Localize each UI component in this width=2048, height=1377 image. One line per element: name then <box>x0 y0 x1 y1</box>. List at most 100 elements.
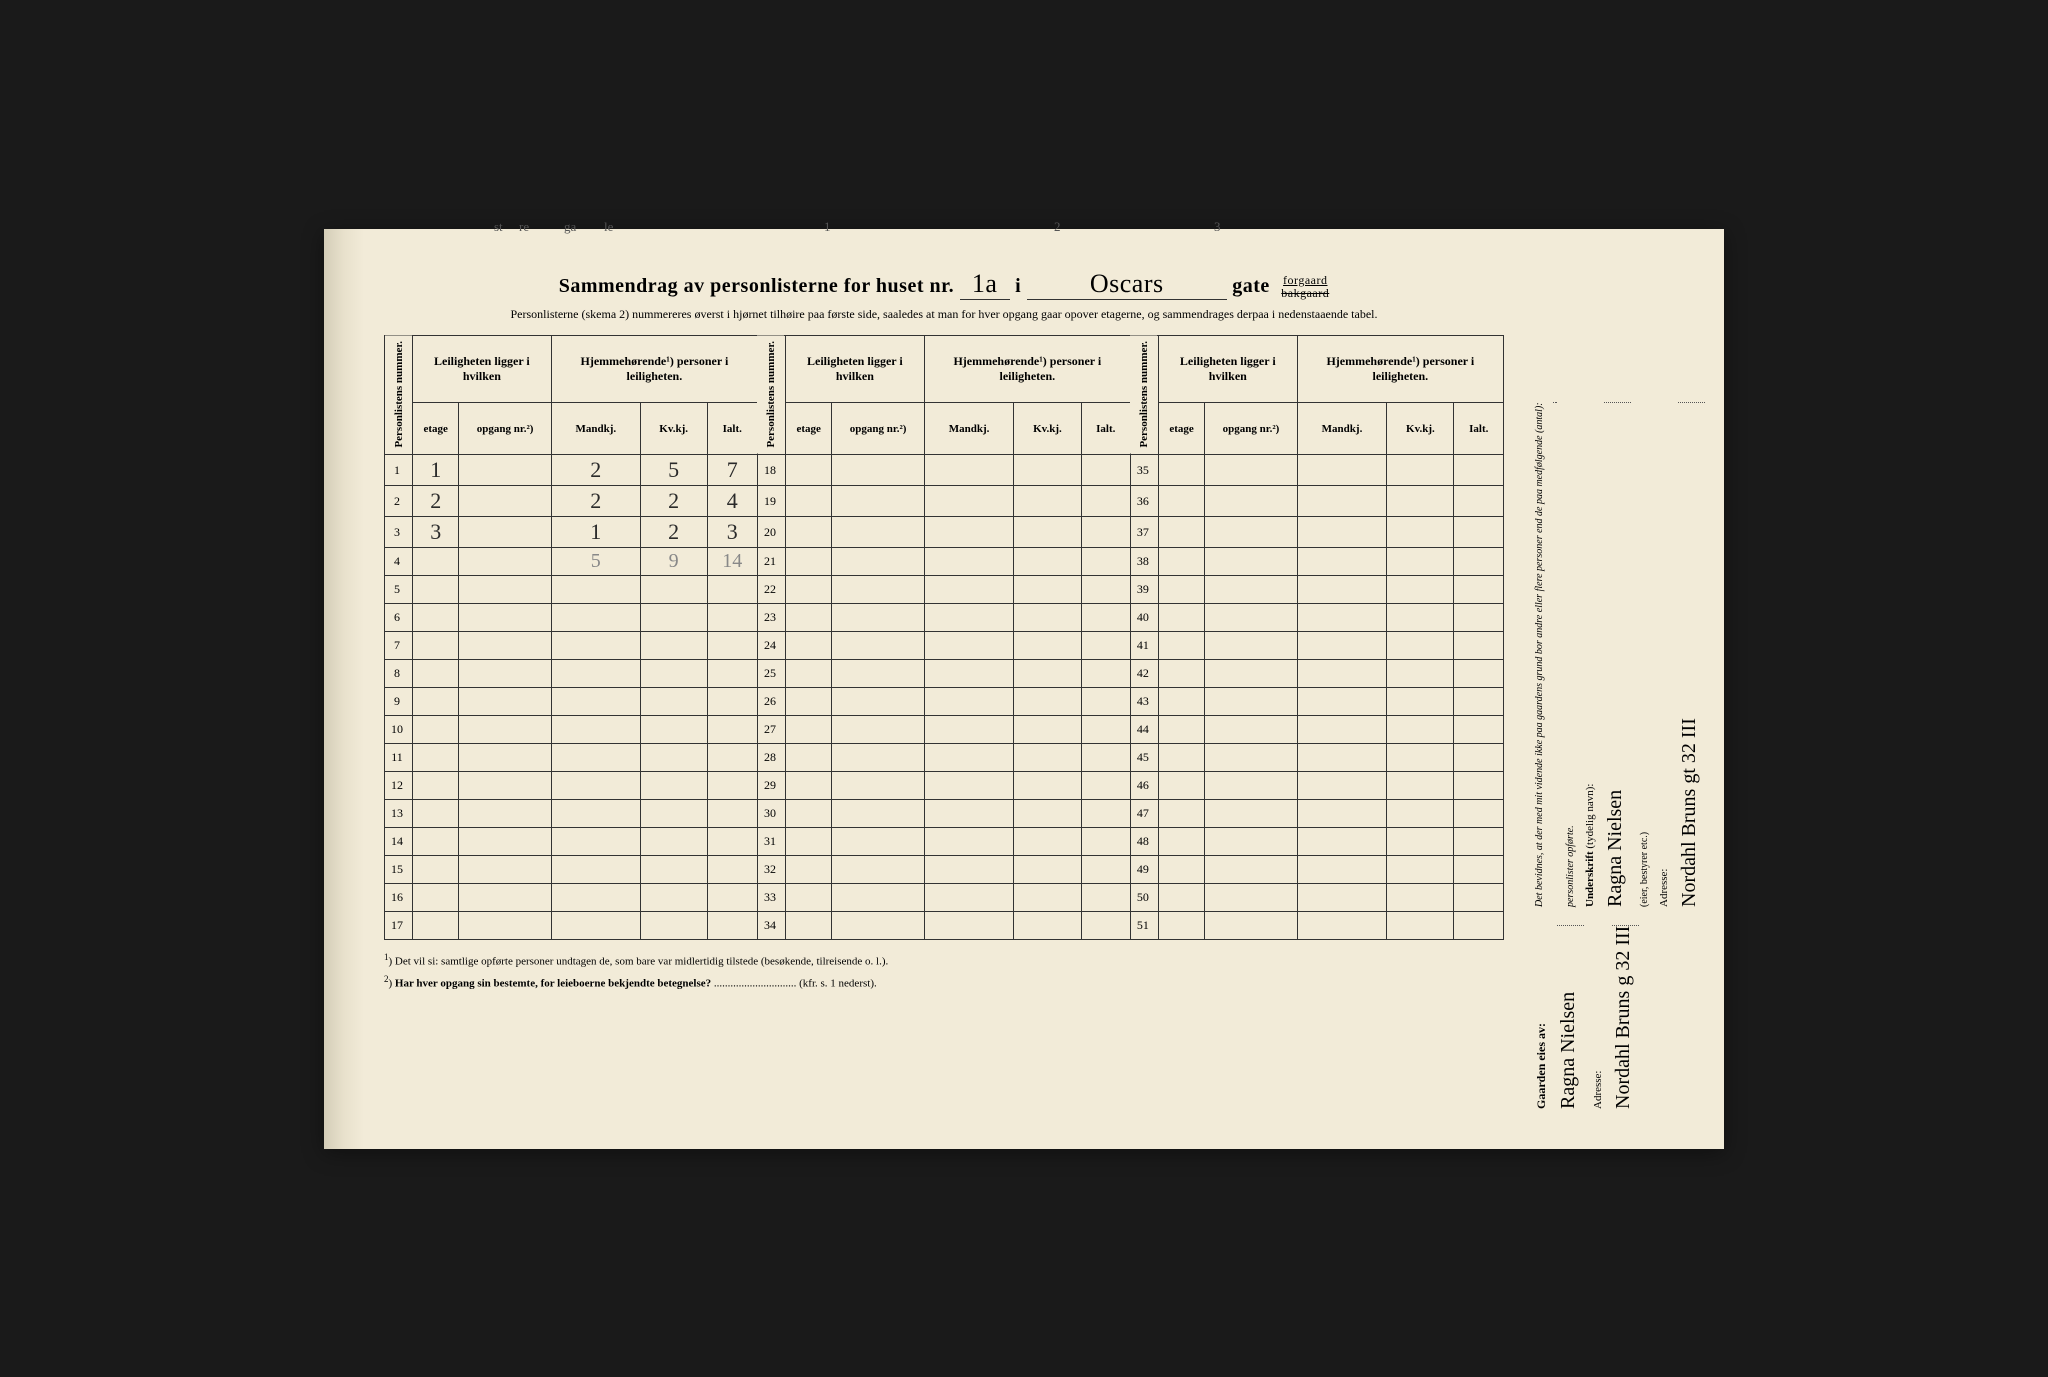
cell-etage <box>413 548 459 576</box>
table-row: 222241936 <box>385 486 1504 517</box>
sub-opgang-1: opgang nr.²) <box>459 402 551 455</box>
cell-ialt <box>707 744 757 772</box>
row-num: 36 <box>1130 486 1158 517</box>
cell-opgang <box>459 884 551 912</box>
row-num: 20 <box>757 517 785 548</box>
row-num: 27 <box>757 716 785 744</box>
cell-opgang <box>459 632 551 660</box>
cell-ialt <box>707 912 757 940</box>
cell-etage <box>413 772 459 800</box>
col-leiligheten-1: Leiligheten ligger i hvilken <box>413 335 552 402</box>
cell-opgang <box>459 660 551 688</box>
cell-opgang <box>459 856 551 884</box>
col-personlistens-3: Personlistens nummer. <box>1130 335 1158 455</box>
cell-etage <box>413 744 459 772</box>
title-line: Sammendrag av personlisterne for huset n… <box>384 269 1504 301</box>
row-num: 49 <box>1130 856 1158 884</box>
col-personlistens-1: Personlistens nummer. <box>385 335 413 455</box>
table-row: 92643 <box>385 688 1504 716</box>
owner-name: Ragna Nielsen <box>1557 924 1584 1108</box>
cell-mandkj <box>551 856 640 884</box>
title-mid: i <box>1015 275 1021 297</box>
row-num: 10 <box>385 716 413 744</box>
subtitle: Personlisterne (skema 2) nummereres øver… <box>384 306 1504 323</box>
cell-kvkj <box>640 772 707 800</box>
table-section: Sammendrag av personlisterne for huset n… <box>384 269 1504 1119</box>
owner-column: Gaarden eies av: Ragna Nielsen Adresse: … <box>1534 924 1705 1108</box>
bakgaard: bakgaard <box>1281 287 1329 300</box>
cell-ialt <box>707 632 757 660</box>
cell-opgang <box>459 688 551 716</box>
row-num: 50 <box>1130 884 1158 912</box>
adresse-label-2: Adresse: <box>1658 402 1670 907</box>
cell-opgang <box>459 912 551 940</box>
sub-kvkj-2: Kv.kj. <box>1014 402 1081 455</box>
row-num: 44 <box>1130 716 1158 744</box>
cell-mandkj <box>551 604 640 632</box>
table-row: 112571835 <box>385 455 1504 486</box>
cell-kvkj: 9 <box>640 548 707 576</box>
col-hjemme-3: Hjemmehørende¹) personer i leiligheten. <box>1297 335 1503 402</box>
table-row: 112845 <box>385 744 1504 772</box>
row-num: 25 <box>757 660 785 688</box>
row-num: 1 <box>385 455 413 486</box>
cell-ialt <box>707 660 757 688</box>
cell-etage <box>413 632 459 660</box>
table-row: 331232037 <box>385 517 1504 548</box>
cell-ialt <box>707 884 757 912</box>
cell-opgang <box>459 744 551 772</box>
cell-opgang <box>459 486 551 517</box>
adresse-label-1: Adresse: <box>1592 924 1604 1108</box>
cell-etage <box>413 604 459 632</box>
row-num: 16 <box>385 884 413 912</box>
row-num: 13 <box>385 800 413 828</box>
cell-opgang <box>459 548 551 576</box>
cell-kvkj <box>640 632 707 660</box>
cell-mandkj <box>551 576 640 604</box>
top-margin-marks: st re ga le 1 2 3 <box>324 219 1724 259</box>
cell-etage <box>413 884 459 912</box>
cell-etage <box>413 660 459 688</box>
cell-mandkj: 5 <box>551 548 640 576</box>
cell-ialt <box>707 576 757 604</box>
table-row: 143148 <box>385 828 1504 856</box>
cell-ialt <box>707 604 757 632</box>
table-row: 72441 <box>385 632 1504 660</box>
row-num: 45 <box>1130 744 1158 772</box>
cell-ialt: 14 <box>707 548 757 576</box>
sub-etage-1: etage <box>413 402 459 455</box>
title-suffix: gate <box>1232 275 1270 297</box>
cell-ialt <box>707 800 757 828</box>
row-num: 12 <box>385 772 413 800</box>
row-num: 35 <box>1130 455 1158 486</box>
sub-opgang-2: opgang nr.²) <box>832 402 924 455</box>
cell-etage <box>413 828 459 856</box>
cell-ialt: 4 <box>707 486 757 517</box>
attestation-column: Det bevidnes, at der med mit vidende ikk… <box>1534 402 1705 907</box>
title-prefix: Sammendrag av personlisterne for huset n… <box>559 275 954 297</box>
cell-mandkj: 1 <box>551 517 640 548</box>
sub-kvkj-1: Kv.kj. <box>640 402 707 455</box>
cell-mandkj <box>551 800 640 828</box>
row-num: 40 <box>1130 604 1158 632</box>
col-leiligheten-3: Leiligheten ligger i hvilken <box>1158 335 1297 402</box>
sub-kvkj-3: Kv.kj. <box>1387 402 1454 455</box>
cell-mandkj <box>551 744 640 772</box>
cell-mandkj <box>551 912 640 940</box>
row-num: 28 <box>757 744 785 772</box>
cell-kvkj: 5 <box>640 455 707 486</box>
personlister-text: personlister opførte. <box>1565 402 1576 907</box>
footnotes: 1) Det vil si: samtlige opførte personer… <box>384 950 1504 993</box>
underskrift-label: Underskrift (tydelig navn): <box>1584 402 1596 907</box>
gaarden-label: Gaarden eies av: <box>1534 924 1549 1108</box>
street-name: Oscars <box>1027 269 1227 300</box>
row-num: 47 <box>1130 800 1158 828</box>
cell-kvkj <box>640 604 707 632</box>
signer-name: Ragna Nielsen <box>1604 402 1631 907</box>
house-number: 1a <box>960 269 1010 300</box>
col-leiligheten-2: Leiligheten ligger i hvilken <box>785 335 924 402</box>
cell-opgang <box>459 576 551 604</box>
sub-ialt-3: Ialt. <box>1454 402 1504 455</box>
row-num: 30 <box>757 800 785 828</box>
row-num: 21 <box>757 548 785 576</box>
